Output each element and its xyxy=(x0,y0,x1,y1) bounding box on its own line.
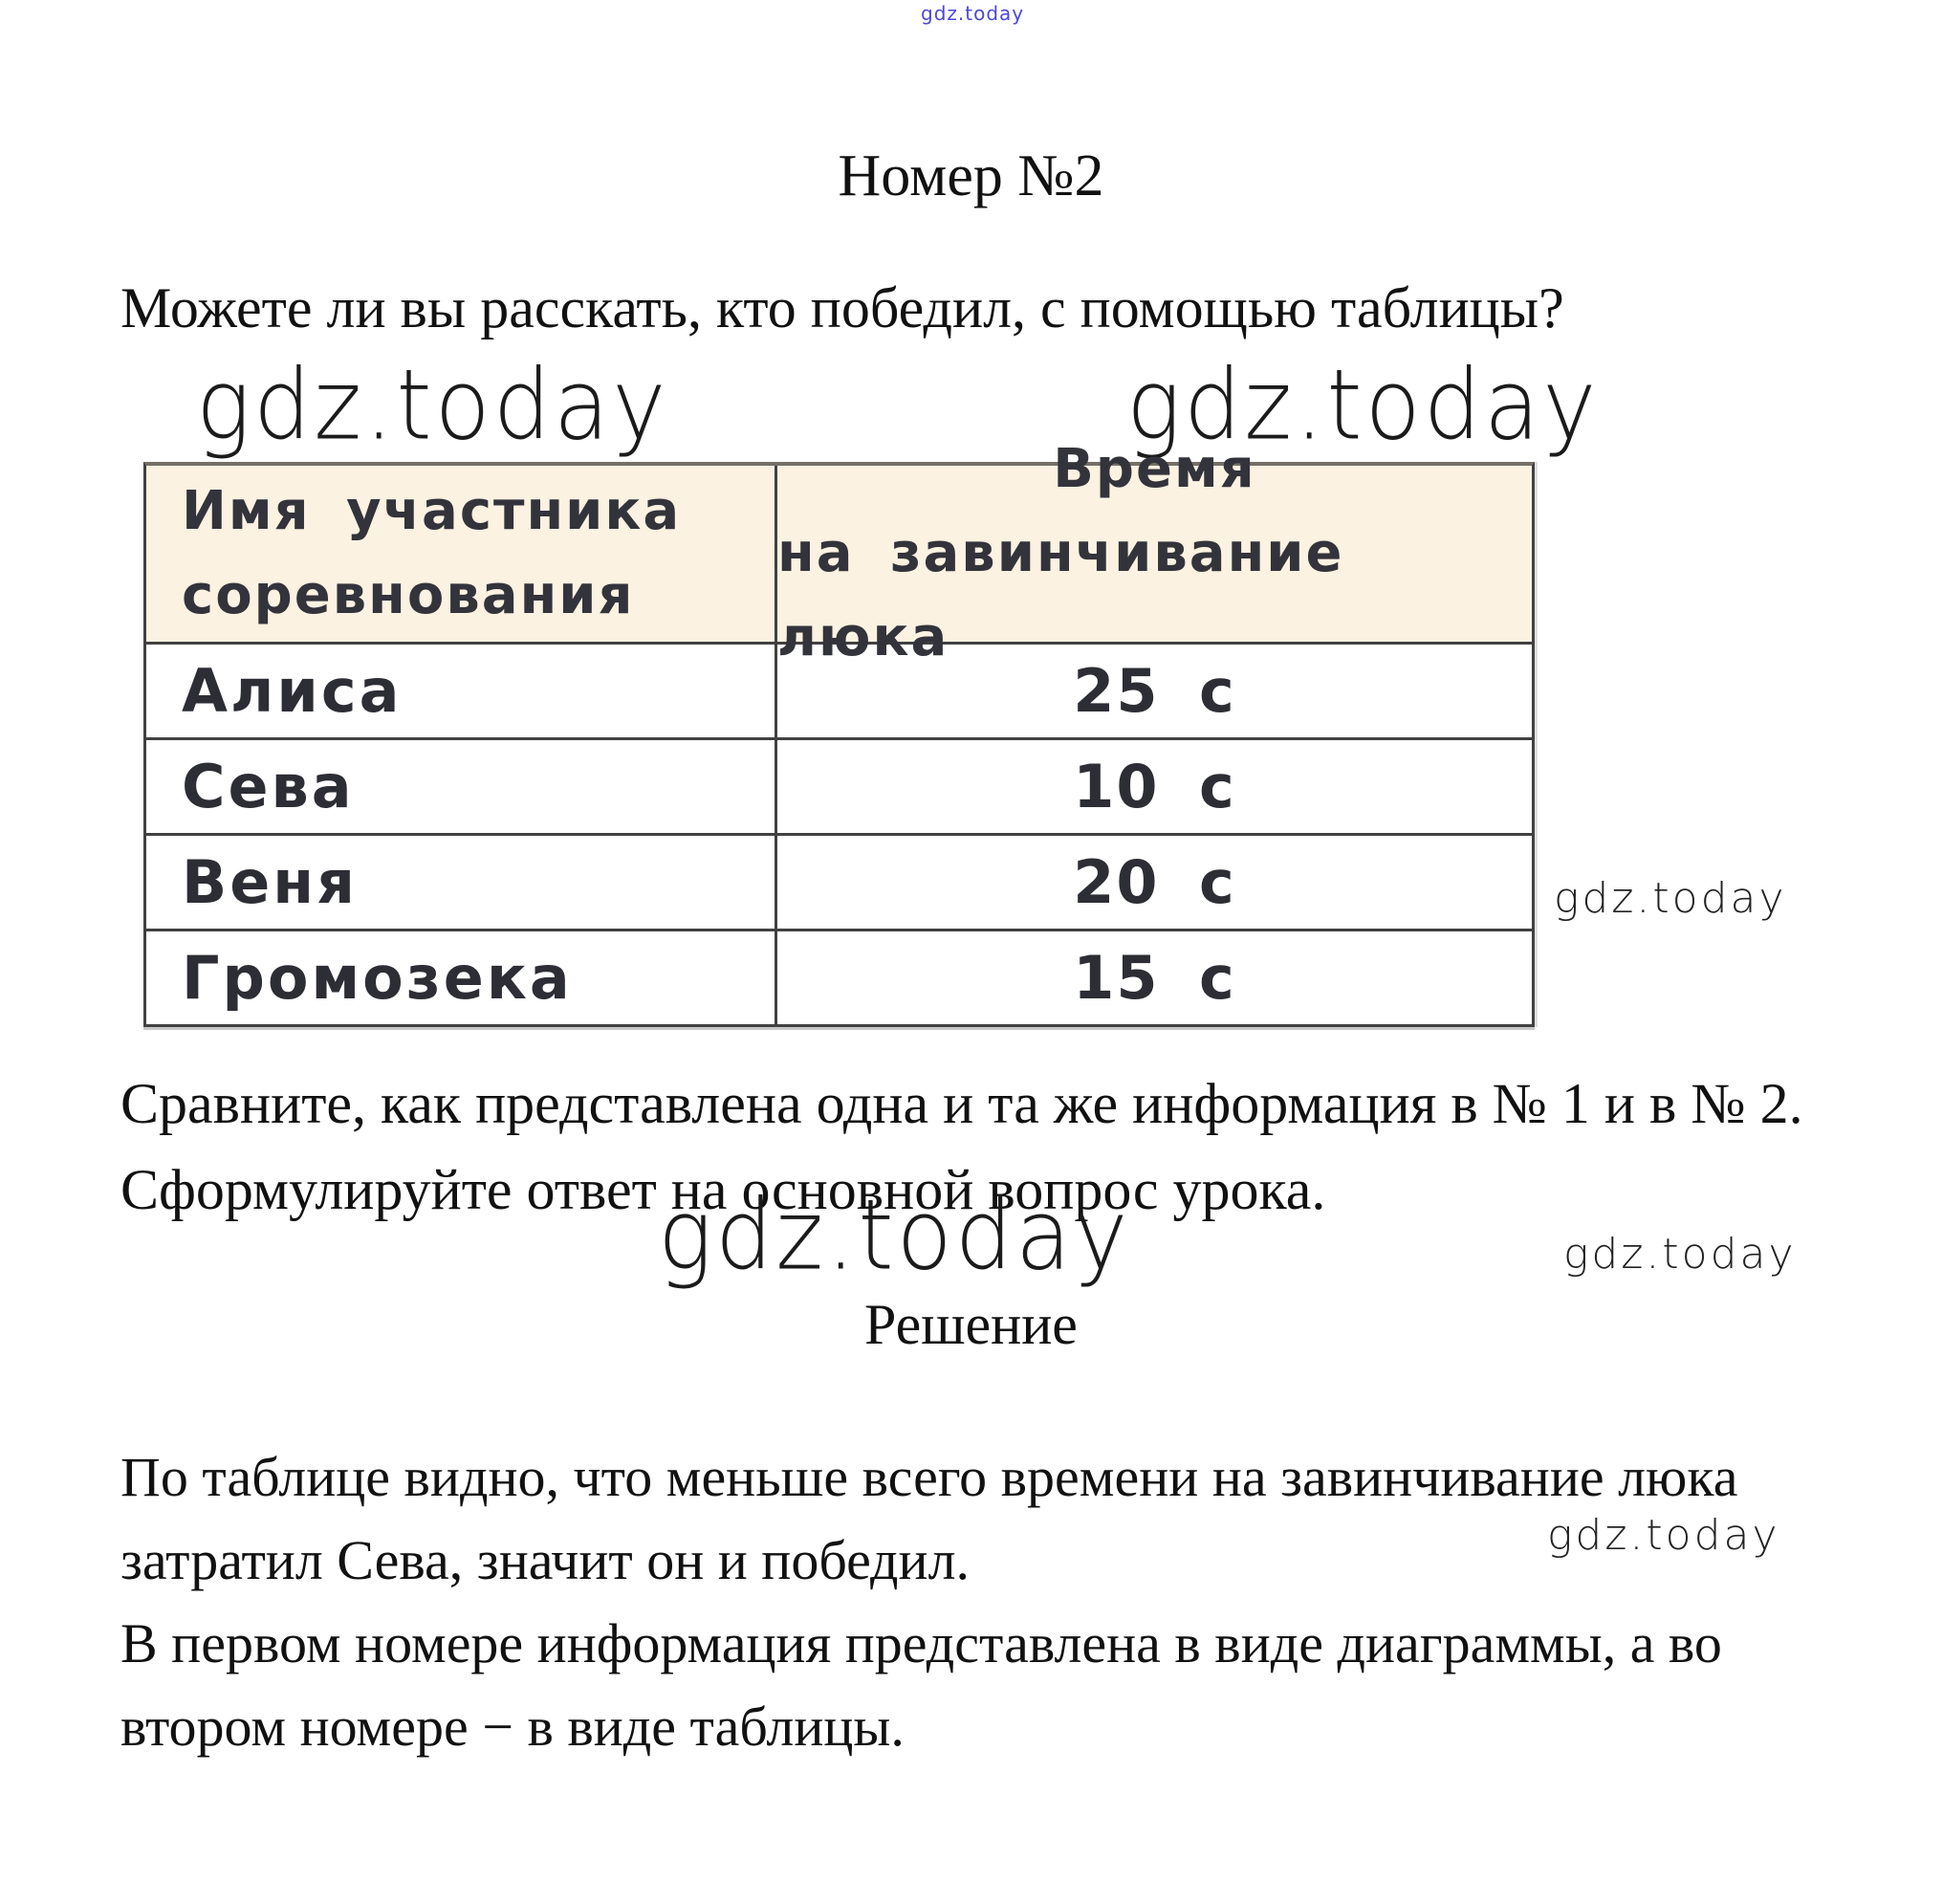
watermark-table-side: gdz.today xyxy=(1554,874,1787,923)
table-row: Веня 20 с xyxy=(146,836,1532,931)
table-header-row: Имя участника соревнования Время на зави… xyxy=(146,438,1532,668)
watermark-top: gdz.today xyxy=(921,2,1025,25)
solution-heading: Решение xyxy=(864,1293,1078,1356)
question-text: Можете ли вы расскать, кто победил, с по… xyxy=(120,276,1564,339)
participant-time: 25 с xyxy=(1073,656,1236,726)
participant-time: 15 с xyxy=(1073,943,1236,1013)
participant-time: 10 с xyxy=(1073,752,1236,821)
results-table: Имя участника соревнования Время на зави… xyxy=(143,438,1535,1027)
solution-text-line2: затратил Сева, значит он и победил. xyxy=(120,1529,971,1591)
watermark-above-table-right: gdz.today xyxy=(1126,349,1600,463)
table-row: Алиса 25 с xyxy=(146,645,1532,740)
page-title: Номер №2 xyxy=(838,143,1104,208)
header-participant-line1: Имя участника xyxy=(182,480,682,542)
header-cell-time: Время на завинчивание люка xyxy=(775,438,1532,668)
solution-text-line4: втором номере − в виде таблицы. xyxy=(120,1696,905,1758)
participant-name: Громозека xyxy=(182,943,573,1013)
solution-text-line3: В первом номере информация представлена … xyxy=(120,1612,1722,1674)
compare-text-line1: Сравните, как представлена одна и та же … xyxy=(120,1072,1803,1135)
header-cell-participant: Имя участника соревнования xyxy=(146,466,775,642)
watermark-center-big: gdz.today xyxy=(658,1179,1131,1293)
header-participant-line2: соревнования xyxy=(182,564,635,626)
table-row: Сева 10 с xyxy=(146,740,1532,836)
header-time-line2: на завинчивание люка xyxy=(777,522,1344,668)
watermark-above-table-left: gdz.today xyxy=(196,349,669,463)
watermark-solution-side: gdz.today xyxy=(1547,1511,1780,1560)
participant-time: 20 с xyxy=(1073,847,1236,917)
participant-name: Сева xyxy=(182,752,355,821)
table-row: Громозека 15 с xyxy=(146,931,1532,1024)
watermark-center-right: gdz.today xyxy=(1563,1230,1797,1279)
participant-name: Алиса xyxy=(182,656,403,726)
participant-name: Веня xyxy=(182,847,358,917)
compare-text-line2: Сформулируйте ответ на основной вопрос у… xyxy=(120,1158,1326,1221)
solution-text-line1: По таблице видно, что меньше всего време… xyxy=(120,1446,1738,1508)
header-time-line1: Время xyxy=(1053,438,1256,500)
